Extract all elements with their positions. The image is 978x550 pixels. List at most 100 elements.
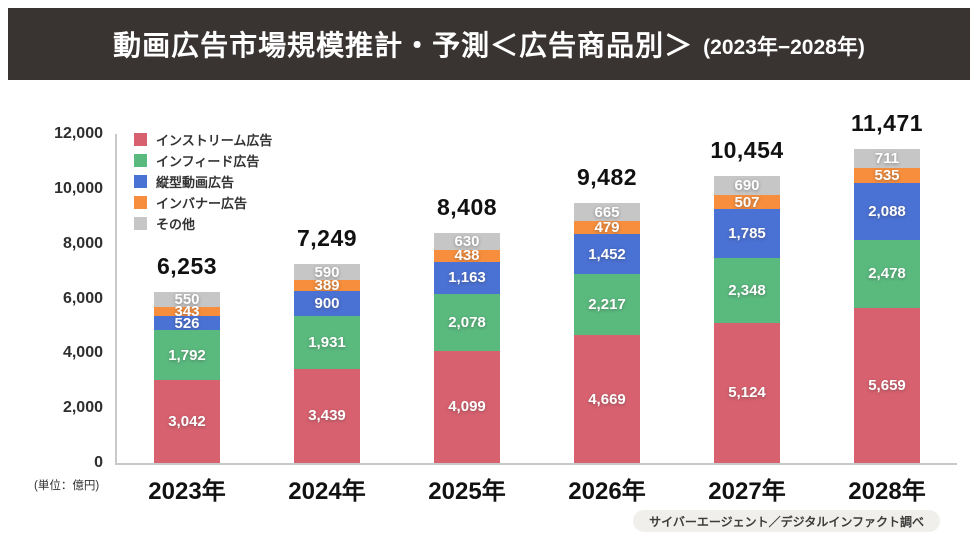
source-badge: サイバーエージェント／デジタルインファクト調べ xyxy=(633,510,940,532)
segment-インバナー広告: 507 xyxy=(714,193,780,211)
segment-縦型動画広告: 526 xyxy=(154,314,220,332)
segment-value-label: 2,088 xyxy=(868,202,906,220)
segment-value-label: 3,439 xyxy=(308,407,346,425)
segment-インフィード広告: 2,078 xyxy=(434,293,500,351)
segment-その他: 711 xyxy=(854,148,920,169)
y-axis-tick: 12,000 xyxy=(54,125,103,142)
segment-value-label: 389 xyxy=(314,277,340,295)
segment-value-label: 2,078 xyxy=(448,313,486,331)
bar-total-label: 6,253 xyxy=(156,252,218,279)
legend-swatch xyxy=(134,154,147,167)
legend-item: その他 xyxy=(134,213,272,234)
segment-value-label: 2,348 xyxy=(728,281,766,299)
segment-value-label: 1,785 xyxy=(728,225,766,243)
x-axis-label: 2024年 xyxy=(288,478,366,505)
y-axis-tick: 6,000 xyxy=(62,289,103,307)
segment-インストリーム広告: 3,042 xyxy=(154,379,220,463)
segment-インバナー広告: 343 xyxy=(154,302,220,320)
segment-インバナー広告: 389 xyxy=(294,277,360,295)
legend-item: インフィード広告 xyxy=(134,150,272,171)
segment-縦型動画広告: 900 xyxy=(294,291,360,316)
segment-value-label: 1,163 xyxy=(448,269,486,287)
y-axis-tick: 10,000 xyxy=(54,179,103,197)
x-axis-label: 2023年 xyxy=(148,478,226,505)
legend: インストリーム広告インフィード広告 縦型動画広告 インバナー広告 その他 xyxy=(134,129,272,234)
segment-value-label: 900 xyxy=(314,294,340,312)
chart-title: 動画広告市場規模推計・予測＜広告商品別＞ xyxy=(113,30,694,61)
y-axis-tick: 4,000 xyxy=(62,344,103,362)
segment-インバナー広告: 535 xyxy=(854,168,920,183)
source-label: サイバーエージェント／デジタルインファクト調べ xyxy=(649,514,924,529)
legend-label: インフィード広告 xyxy=(156,154,260,169)
segment-value-label: 630 xyxy=(454,232,480,250)
legend-item: インストリーム広告 xyxy=(134,129,272,150)
segment-value-label: 590 xyxy=(314,263,340,281)
segment-value-label: 507 xyxy=(734,193,760,211)
segment-インフィード広告: 2,348 xyxy=(714,258,780,323)
legend-swatch xyxy=(134,133,147,146)
legend-item: 縦型動画広告 xyxy=(134,171,272,192)
x-axis-label: 2026年 xyxy=(568,478,646,505)
segment-インバナー広告: 479 xyxy=(574,219,640,237)
segment-インフィード広告: 1,792 xyxy=(154,330,220,380)
legend-label: その他 xyxy=(156,217,196,232)
segment-value-label: 2,478 xyxy=(868,265,906,283)
bar-total-label: 11,471 xyxy=(850,109,924,136)
segment-value-label: 343 xyxy=(174,302,200,320)
segment-インバナー広告: 438 xyxy=(434,247,500,265)
segment-value-label: 3,042 xyxy=(168,412,206,430)
segment-縦型動画広告: 1,452 xyxy=(574,234,640,275)
segment-value-label: 535 xyxy=(874,166,900,184)
bar-slot: 8,408 630 438 1,163 2,078 4,099 2025年 xyxy=(397,134,537,505)
legend-item: インバナー広告 xyxy=(134,192,272,213)
segment-インストリーム広告: 5,124 xyxy=(714,322,780,463)
segment-value-label: 479 xyxy=(594,219,620,237)
bar-total-label: 9,482 xyxy=(576,164,638,191)
title-bar: 動画広告市場規模推計・予測＜広告商品別＞ (2023年−2028年) xyxy=(8,8,970,80)
segment-その他: 590 xyxy=(294,263,360,281)
segment-その他: 630 xyxy=(434,232,500,250)
bar-total-label: 7,249 xyxy=(296,225,358,252)
chart-title-years: (2023年−2028年) xyxy=(703,36,865,59)
segment-インストリーム広告: 4,669 xyxy=(574,335,640,463)
segment-縦型動画広告: 1,163 xyxy=(434,261,500,294)
x-axis-label: 2025年 xyxy=(428,478,506,505)
bar-slot: 6,253 550 343 526 1,792 3,042 2023年 xyxy=(117,134,257,505)
bar-slot: 11,471 711 535 2,088 2,478 5,659 2028年 xyxy=(817,110,957,505)
legend-swatch xyxy=(134,196,147,209)
segment-value-label: 438 xyxy=(454,247,480,265)
segment-縦型動画広告: 2,088 xyxy=(854,182,920,240)
y-axis-tick: 0 xyxy=(94,454,103,471)
segment-value-label: 526 xyxy=(174,314,200,332)
segment-インフィード広告: 2,217 xyxy=(574,274,640,335)
segment-value-label: 550 xyxy=(174,290,200,308)
segment-縦型動画広告: 1,785 xyxy=(714,209,780,259)
stacked-bar-2023年: 6,253 550 343 526 1,792 3,042 xyxy=(154,253,220,463)
segment-インフィード広告: 2,478 xyxy=(854,239,920,308)
segment-インストリーム広告: 3,439 xyxy=(294,368,360,463)
legend-label: 縦型動画広告 xyxy=(156,175,235,190)
bar-slot: 9,482 665 479 1,452 2,217 4,669 2026年 xyxy=(537,134,677,505)
x-axis-label: 2027年 xyxy=(708,478,786,505)
segment-インフィード広告: 1,931 xyxy=(294,315,360,369)
segment-value-label: 1,452 xyxy=(588,245,626,263)
segment-value-label: 711 xyxy=(874,149,900,167)
segment-インストリーム広告: 4,099 xyxy=(434,350,500,463)
legend-label: インバナー広告 xyxy=(156,196,248,211)
bar-total-label: 8,408 xyxy=(436,193,498,220)
segment-value-label: 1,792 xyxy=(168,346,206,364)
segment-その他: 690 xyxy=(714,176,780,196)
stacked-bar-2028年: 11,471 711 535 2,088 2,478 5,659 xyxy=(851,110,923,463)
segment-value-label: 690 xyxy=(734,177,760,195)
legend-swatch xyxy=(134,217,147,230)
segment-value-label: 4,669 xyxy=(588,390,626,408)
segment-value-label: 1,931 xyxy=(308,333,346,351)
stacked-bar-2024年: 7,249 590 389 900 1,931 3,439 xyxy=(294,225,360,463)
segment-value-label: 665 xyxy=(594,203,620,221)
segment-インストリーム広告: 5,659 xyxy=(854,307,920,463)
segment-value-label: 2,217 xyxy=(588,296,626,314)
segment-value-label: 4,099 xyxy=(448,398,486,416)
bar-slot: 7,249 590 389 900 1,931 3,439 2024年 xyxy=(257,134,397,505)
y-axis-tick: 2,000 xyxy=(62,399,103,417)
plot-area: 6,253 550 343 526 1,792 3,042 2023年 7,249 590 389… xyxy=(115,110,957,505)
